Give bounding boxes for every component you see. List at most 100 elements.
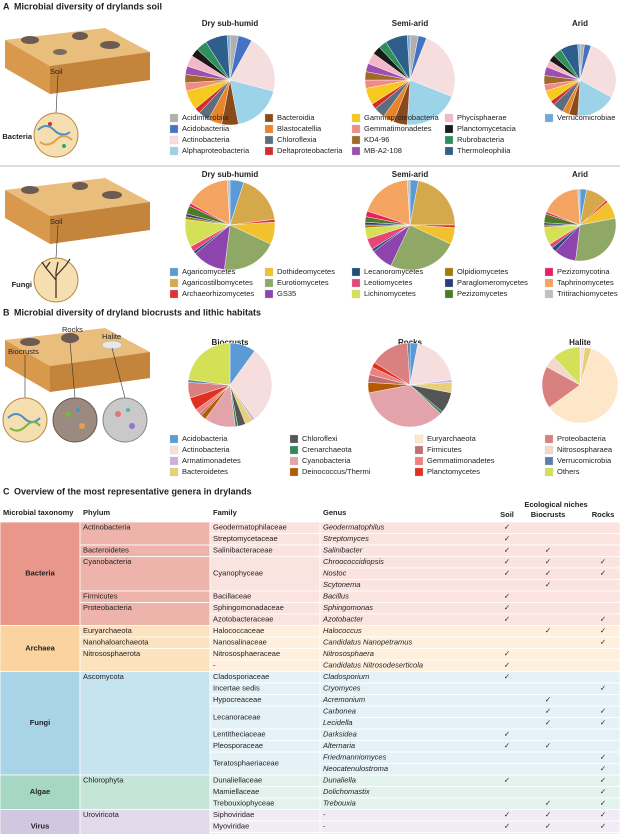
genus-row	[319, 544, 620, 557]
check-mark: ✓	[545, 569, 551, 578]
bacteria-label: Bacteria	[2, 132, 32, 141]
pie-slice	[406, 79, 453, 126]
family-name: Incertae sedis	[213, 684, 260, 693]
legend-label: Phycisphaerae	[457, 113, 507, 122]
legend-label: Cyanobacteria	[302, 456, 351, 465]
check-mark: ✓	[545, 707, 551, 716]
pie-title: Arid	[572, 19, 588, 28]
legend-label: Proteobacteria	[557, 434, 607, 443]
genus-name: Nitrososphaera	[323, 649, 374, 658]
family-name: Dunaliellaceae	[213, 776, 262, 785]
check-mark: ✓	[600, 638, 606, 647]
pie-slice	[390, 224, 451, 271]
check-mark: ✓	[504, 672, 510, 681]
check-mark: ✓	[545, 718, 551, 727]
legend-swatch	[444, 146, 454, 156]
pie-slice	[226, 34, 231, 81]
genus-name: Trebouxia	[323, 799, 356, 808]
legend-swatch	[169, 434, 179, 444]
legend-swatch	[444, 278, 454, 288]
section-letter: A	[3, 1, 10, 11]
legend-swatch	[264, 278, 274, 288]
halite-label: Halite	[102, 332, 121, 341]
genus-name: Carbonea	[323, 707, 356, 716]
legend-swatch	[169, 124, 179, 134]
family-name: Siphoviridae	[213, 810, 254, 819]
genus-name: Darksidea	[323, 730, 357, 739]
pie-title: Semi-arid	[392, 170, 429, 179]
check-mark: ✓	[504, 822, 510, 831]
legend-swatch	[351, 113, 361, 123]
legend-label: Gemmatimonadetes	[364, 124, 432, 133]
family-name: Myoviridae	[213, 822, 249, 831]
legend-label: Planctomycetacia	[457, 124, 517, 133]
check-mark: ✓	[600, 718, 606, 727]
phylum-name: Firmicutes	[83, 592, 118, 601]
domain-name: Algae	[30, 787, 50, 796]
check-mark: ✓	[504, 776, 510, 785]
legend-label: Bacteroidia	[277, 113, 315, 122]
check-mark: ✓	[504, 569, 510, 578]
legend-swatch	[264, 289, 274, 299]
legend-swatch	[414, 434, 424, 444]
soil-illustration	[5, 28, 150, 158]
legend-swatch	[351, 124, 361, 134]
domain-name: Bacteria	[25, 569, 55, 578]
legend-swatch	[169, 456, 179, 466]
genus-name: Streptomyces	[323, 534, 369, 543]
family-name: Salinibacteraceae	[213, 546, 273, 555]
column-header: Phylum	[83, 508, 110, 517]
family-name: Hypocreaceae	[213, 695, 261, 704]
pie-slice	[577, 43, 581, 81]
legend-swatch	[264, 135, 274, 145]
legend-label: Verrucomicrobia	[557, 456, 612, 465]
phylum-name: Uroviricota	[83, 810, 120, 819]
family-name: Cyanophyceae	[213, 569, 263, 578]
phylum-name: Bacteroidetes	[83, 546, 129, 555]
niche-header: Soil	[500, 510, 514, 519]
family-name: Streptomycetaceae	[213, 534, 278, 543]
family-name: Trebouxiophyceae	[213, 799, 274, 808]
section-letter: C	[3, 486, 10, 496]
legend-swatch	[169, 278, 179, 288]
legend-label: Alphaproteobacteria	[182, 146, 250, 155]
legend-swatch	[544, 278, 554, 288]
column-header: Microbial taxonomy	[3, 508, 74, 517]
family-name: Lecanoraceae	[213, 712, 261, 721]
check-mark: ✓	[600, 557, 606, 566]
legend-swatch	[544, 434, 554, 444]
genus-row	[319, 820, 620, 833]
domain-cell	[0, 671, 81, 776]
genus-row	[319, 774, 620, 787]
genus-row	[319, 809, 620, 822]
check-mark: ✓	[600, 787, 606, 796]
genus-name: Scytonema	[323, 580, 361, 589]
check-mark: ✓	[545, 580, 551, 589]
pie-slice	[407, 342, 411, 386]
pie-title: Halite	[569, 338, 591, 347]
legend-swatch	[351, 278, 361, 288]
legend-swatch	[351, 289, 361, 299]
legend-label: Leotiomycetes	[364, 278, 413, 287]
legend-swatch	[264, 124, 274, 134]
pie-slice	[226, 179, 231, 226]
legend-label: Tritirachiomycetes	[557, 289, 618, 298]
legend-label: Others	[557, 467, 580, 476]
legend-label: Olpidiomycetes	[457, 267, 509, 276]
legend-swatch	[264, 113, 274, 123]
genus-row	[319, 740, 620, 753]
check-mark: ✓	[600, 764, 606, 773]
legend-swatch	[264, 267, 274, 277]
legend-swatch	[169, 289, 179, 299]
pie-title: Dry sub-humid	[202, 19, 259, 28]
genus-row	[319, 728, 620, 741]
legend-label: GS35	[277, 289, 296, 298]
pie-slice	[575, 218, 617, 262]
section-letter: B	[3, 307, 10, 317]
legend-label: Pezizomycetes	[457, 289, 508, 298]
check-mark: ✓	[600, 753, 606, 762]
genus-row	[319, 705, 620, 718]
legend-label: Gemmatimonadetes	[427, 456, 495, 465]
legend-label: Acidobacteriia	[182, 124, 230, 133]
